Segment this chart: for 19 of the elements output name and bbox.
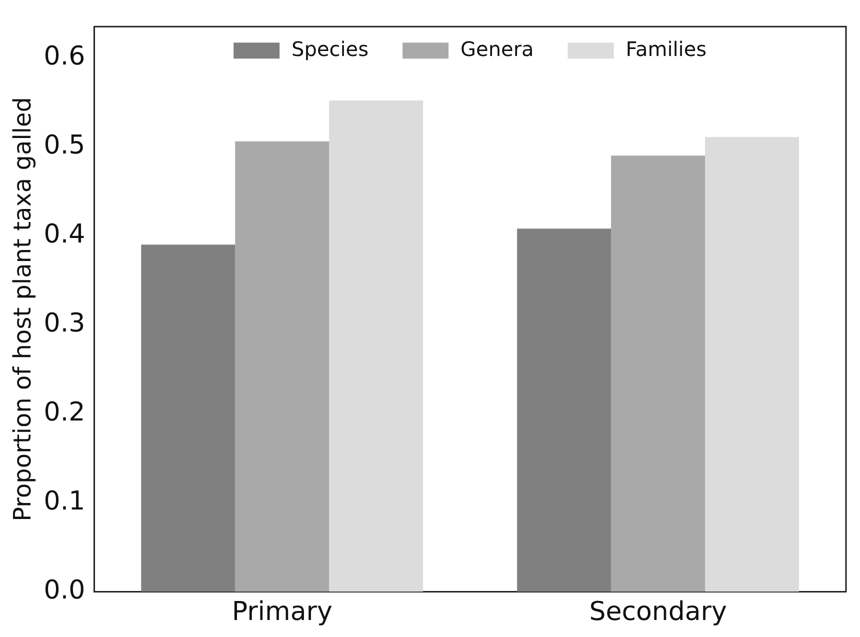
y-axis-title: Proportion of host plant taxa galled bbox=[8, 96, 37, 522]
legend-label: Genera bbox=[460, 36, 534, 61]
y-tick-label: 0.4 bbox=[44, 220, 86, 250]
bar bbox=[517, 228, 612, 592]
x-tick-label: Secondary bbox=[589, 597, 727, 628]
bar bbox=[235, 141, 330, 592]
y-tick-label: 0.1 bbox=[44, 486, 86, 517]
bar bbox=[611, 156, 706, 592]
bar bbox=[705, 136, 800, 592]
bar bbox=[329, 100, 424, 592]
legend-label: Species bbox=[292, 36, 369, 61]
y-tick-label: 0.6 bbox=[44, 42, 86, 72]
y-tick-label: 0.3 bbox=[44, 308, 86, 339]
x-tick-label: Primary bbox=[232, 597, 332, 628]
y-tick-label: 0.2 bbox=[44, 398, 86, 428]
legend-label: Families bbox=[626, 36, 707, 61]
bar bbox=[141, 244, 236, 592]
y-tick-label: 0.0 bbox=[44, 576, 86, 606]
y-tick-label: 0.5 bbox=[44, 130, 86, 161]
